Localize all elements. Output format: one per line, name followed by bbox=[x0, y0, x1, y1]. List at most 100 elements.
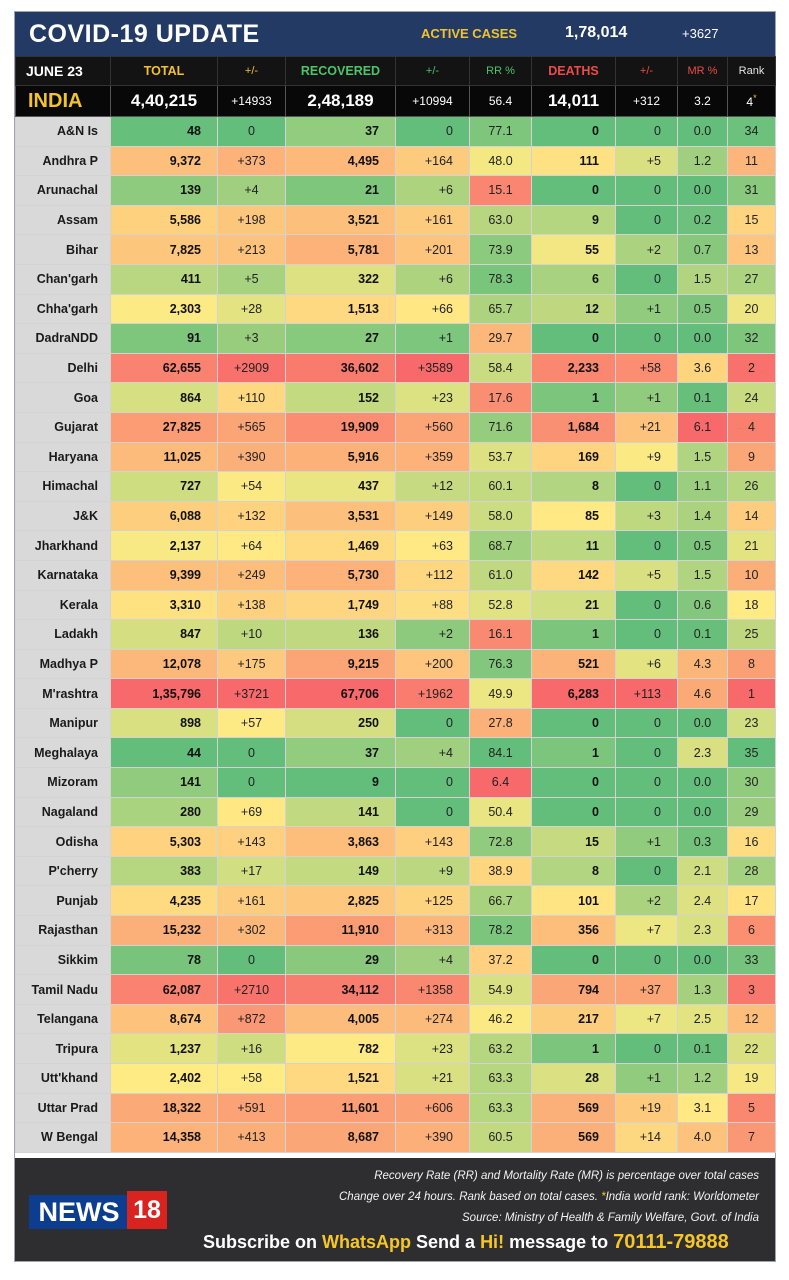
total-cases: 27,825 bbox=[110, 411, 218, 443]
recovered-cases: 1,749 bbox=[285, 589, 396, 621]
state-name: Bihar bbox=[15, 234, 111, 265]
recovered-cases: 1,521 bbox=[285, 1063, 396, 1094]
rank: 7 bbox=[727, 1122, 776, 1153]
recovered-change: +390 bbox=[395, 1122, 470, 1153]
total-cases: 383 bbox=[110, 855, 218, 887]
table-row: Haryana 11,025 +390 5,916 +359 53.7 169 +9 1.5 9 bbox=[15, 441, 776, 473]
table-row: Bihar 7,825 +213 5,781 +201 73.9 55 +2 0.7 13 bbox=[15, 234, 776, 265]
deaths: 55 bbox=[531, 234, 616, 265]
recovered-cases: 3,863 bbox=[285, 826, 396, 857]
recovered-change: +3589 bbox=[395, 352, 470, 384]
state-name: Sikkim bbox=[15, 944, 111, 976]
mortality-rate: 2.5 bbox=[677, 1003, 728, 1035]
recovered-cases: 67,706 bbox=[285, 678, 396, 709]
rank: 30 bbox=[727, 767, 776, 798]
table-row: Ladakh 847 +10 136 +2 16.1 1 0 0.1 25 bbox=[15, 619, 776, 650]
state-name: Himachal bbox=[15, 471, 111, 502]
state-name: Haryana bbox=[15, 441, 111, 473]
table-row: Rajasthan 15,232 +302 11,910 +313 78.2 356 +7 2.… bbox=[15, 915, 776, 946]
total-cases: 411 bbox=[110, 263, 218, 295]
rank: 10 bbox=[727, 559, 776, 591]
recovered-cases: 322 bbox=[285, 263, 396, 295]
total-change: +4 bbox=[217, 175, 286, 206]
state-name: A&N Is bbox=[15, 116, 111, 147]
india-row: INDIA 4,40,215 +14933 2,48,189 +10994 56… bbox=[15, 85, 776, 117]
mr-header: MR % bbox=[677, 56, 728, 86]
rank: 4 bbox=[727, 411, 776, 443]
total-change: +3721 bbox=[217, 678, 286, 709]
recovered-cases: 149 bbox=[285, 855, 396, 887]
recovered-cases: 2,825 bbox=[285, 885, 396, 917]
recovered-change: +359 bbox=[395, 441, 470, 473]
india-deaths-change: +312 bbox=[615, 85, 678, 117]
total-change: +373 bbox=[217, 145, 286, 177]
mortality-rate: 0.7 bbox=[677, 234, 728, 265]
state-name: Manipur bbox=[15, 707, 111, 739]
total-change: 0 bbox=[217, 944, 286, 976]
state-name: Punjab bbox=[15, 885, 111, 917]
table-row: W Bengal 14,358 +413 8,687 +390 60.5 569 +14 4.0… bbox=[15, 1122, 776, 1153]
total-cases: 48 bbox=[110, 116, 218, 147]
recovery-rate: 16.1 bbox=[469, 619, 532, 650]
state-name: Nagaland bbox=[15, 796, 111, 828]
deaths-change: 0 bbox=[615, 530, 678, 561]
recovered-cases: 4,495 bbox=[285, 145, 396, 177]
total-change: +198 bbox=[217, 204, 286, 236]
deaths-change: 0 bbox=[615, 471, 678, 502]
recovered-change: +560 bbox=[395, 411, 470, 443]
total-change: +175 bbox=[217, 648, 286, 680]
recovered-cases: 250 bbox=[285, 707, 396, 739]
mortality-rate: 0.0 bbox=[677, 767, 728, 798]
deaths-change: +21 bbox=[615, 411, 678, 443]
state-name: W Bengal bbox=[15, 1122, 111, 1153]
deaths-change: +2 bbox=[615, 885, 678, 917]
recovered-cases: 8,687 bbox=[285, 1122, 396, 1153]
deaths-change: 0 bbox=[615, 263, 678, 295]
recovery-rate: 63.2 bbox=[469, 1033, 532, 1064]
india-recovered: 2,48,189 bbox=[285, 85, 396, 117]
deaths: 794 bbox=[531, 974, 616, 1005]
total-change: +54 bbox=[217, 471, 286, 502]
rank-header: Rank bbox=[727, 56, 776, 86]
deaths-change: 0 bbox=[615, 619, 678, 650]
state-name: Andhra P bbox=[15, 145, 111, 177]
mortality-rate: 0.3 bbox=[677, 826, 728, 857]
recovered-cases: 36,602 bbox=[285, 352, 396, 384]
total-header: TOTAL bbox=[110, 56, 218, 86]
mortality-rate: 0.0 bbox=[677, 944, 728, 976]
recovered-cases: 136 bbox=[285, 619, 396, 650]
footnote-change: Change over 24 hours. Rank based on tota… bbox=[339, 1191, 759, 1203]
recovered-change: +161 bbox=[395, 204, 470, 236]
deaths-change: +19 bbox=[615, 1092, 678, 1124]
news18-logo: NEWS 18 bbox=[29, 1191, 169, 1233]
mortality-rate: 3.1 bbox=[677, 1092, 728, 1124]
deaths: 569 bbox=[531, 1092, 616, 1124]
recovered-change: +6 bbox=[395, 263, 470, 295]
recovered-cases: 29 bbox=[285, 944, 396, 976]
recovered-change: +149 bbox=[395, 500, 470, 532]
deaths-change: +1 bbox=[615, 293, 678, 325]
logo-news-text: NEWS bbox=[29, 1195, 129, 1229]
table-row: Chha'garh 2,303 +28 1,513 +66 65.7 12 +1 0.5 20 bbox=[15, 293, 776, 325]
recovered-change: 0 bbox=[395, 767, 470, 798]
india-rank: 4* bbox=[727, 85, 776, 117]
mortality-rate: 2.1 bbox=[677, 855, 728, 887]
total-change: 0 bbox=[217, 767, 286, 798]
state-name: P'cherry bbox=[15, 855, 111, 887]
recovery-rate: 78.2 bbox=[469, 915, 532, 946]
total-change: +110 bbox=[217, 382, 286, 413]
mortality-rate: 4.3 bbox=[677, 648, 728, 680]
table-row: Tripura 1,237 +16 782 +23 63.2 1 0 0.1 22 bbox=[15, 1033, 776, 1064]
recovered-cases: 4,005 bbox=[285, 1003, 396, 1035]
total-cases: 2,137 bbox=[110, 530, 218, 561]
mortality-rate: 1.2 bbox=[677, 145, 728, 177]
state-name: Ladakh bbox=[15, 619, 111, 650]
total-change-header: +/- bbox=[217, 56, 286, 86]
rank: 22 bbox=[727, 1033, 776, 1064]
india-deaths: 14,011 bbox=[531, 85, 616, 117]
total-change: +872 bbox=[217, 1003, 286, 1035]
rank: 34 bbox=[727, 116, 776, 147]
deaths: 111 bbox=[531, 145, 616, 177]
state-name: Uttar Prad bbox=[15, 1092, 111, 1124]
total-change: +69 bbox=[217, 796, 286, 828]
